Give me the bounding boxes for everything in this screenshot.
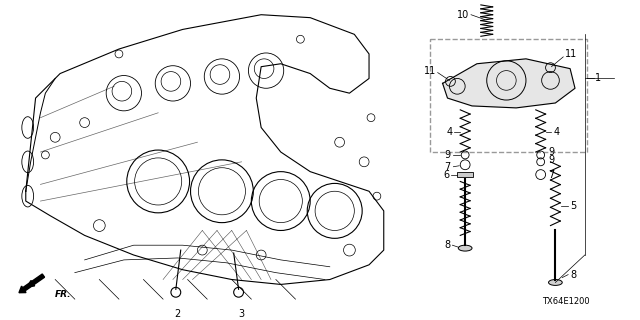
Text: 9: 9 (548, 147, 555, 157)
Text: 6: 6 (444, 170, 449, 180)
Text: 4: 4 (446, 127, 452, 137)
Polygon shape (443, 59, 575, 108)
Text: 8: 8 (570, 270, 576, 280)
Text: 10: 10 (457, 10, 469, 20)
Text: 11: 11 (424, 66, 436, 76)
Text: 8: 8 (444, 240, 451, 250)
Text: 7: 7 (444, 162, 451, 172)
Text: 11: 11 (565, 49, 577, 59)
Ellipse shape (548, 280, 563, 285)
Text: 5: 5 (570, 201, 577, 211)
Ellipse shape (458, 245, 472, 251)
Text: FR.: FR. (55, 290, 72, 299)
Text: 4: 4 (554, 127, 559, 137)
Text: TX64E1200: TX64E1200 (542, 297, 589, 306)
FancyArrow shape (19, 274, 45, 293)
Text: 9: 9 (548, 155, 555, 165)
Text: 7: 7 (548, 170, 555, 180)
Text: 3: 3 (239, 309, 244, 319)
Text: 9: 9 (444, 150, 451, 160)
Text: 2: 2 (175, 309, 181, 319)
Text: 1: 1 (595, 74, 601, 84)
Bar (458, 172, 473, 177)
